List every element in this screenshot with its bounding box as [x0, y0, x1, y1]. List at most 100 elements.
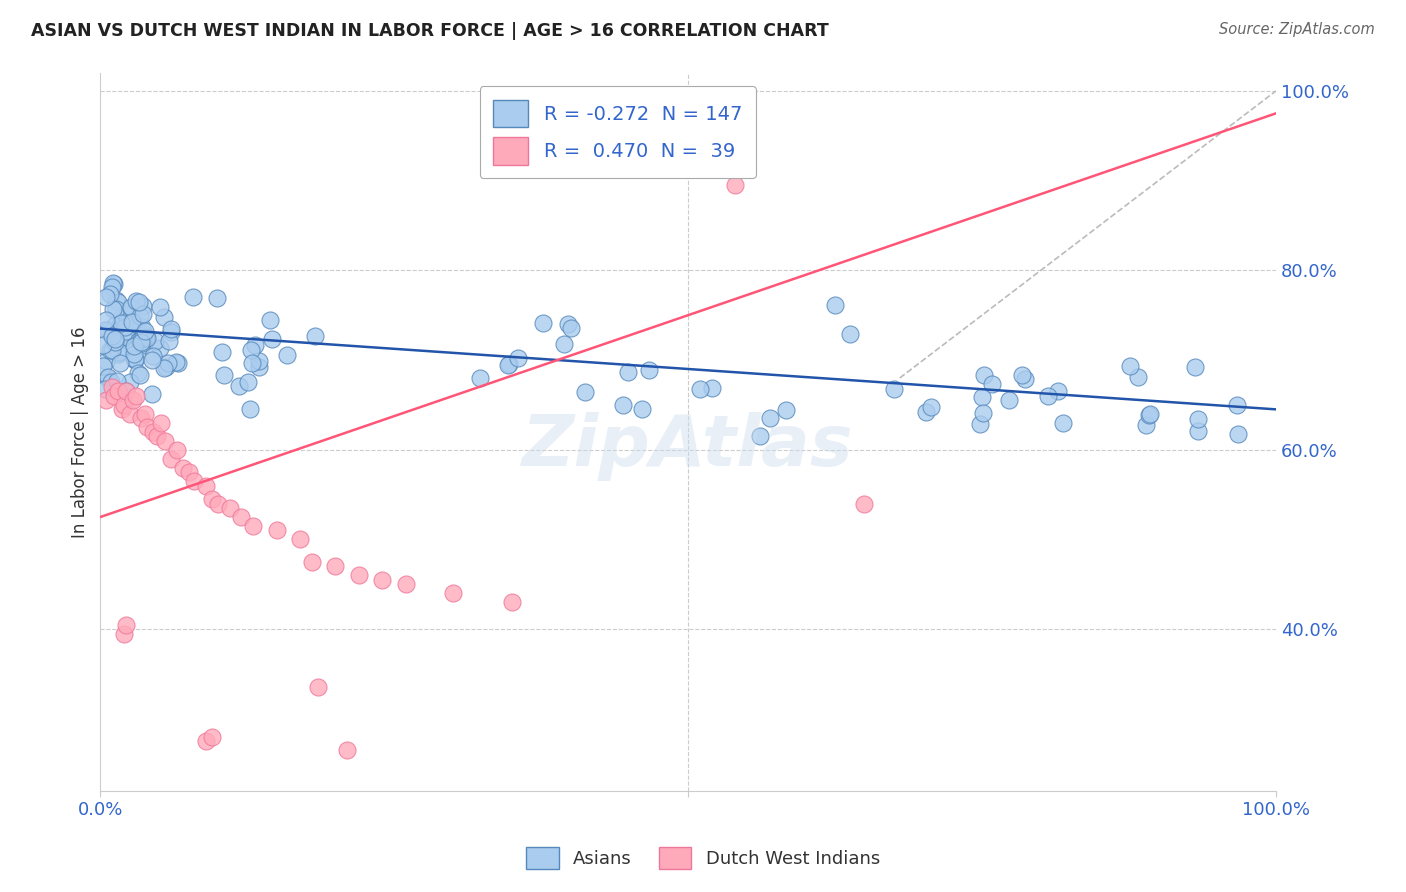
- Point: [612, 398, 634, 412]
- Point: [101, 343, 124, 357]
- Point: [183, 474, 205, 488]
- Point: [259, 313, 281, 327]
- Point: [240, 356, 263, 370]
- Point: [748, 428, 770, 442]
- Point: [134, 407, 156, 421]
- Point: [441, 586, 464, 600]
- Point: [153, 310, 176, 325]
- Point: [121, 315, 143, 329]
- Point: [122, 347, 145, 361]
- Point: [152, 361, 174, 376]
- Point: [574, 384, 596, 399]
- Point: [1226, 427, 1249, 442]
- Point: [242, 519, 264, 533]
- Point: [120, 301, 142, 316]
- Point: [969, 417, 991, 431]
- Point: [104, 301, 127, 316]
- Point: [336, 743, 359, 757]
- Point: [276, 348, 298, 362]
- Point: [136, 330, 159, 344]
- Point: [1118, 359, 1140, 373]
- Point: [148, 342, 170, 356]
- Point: [839, 326, 862, 341]
- Point: [160, 325, 183, 339]
- Point: [96, 393, 118, 408]
- Point: [195, 734, 218, 748]
- Point: [201, 491, 224, 506]
- Point: [112, 333, 135, 347]
- Point: [207, 497, 229, 511]
- Point: [560, 321, 582, 335]
- Point: [557, 317, 579, 331]
- Point: [124, 389, 146, 403]
- Point: [93, 359, 115, 373]
- Point: [172, 460, 194, 475]
- Point: [972, 406, 994, 420]
- Point: [1052, 416, 1074, 430]
- Point: [165, 354, 187, 368]
- Point: [1046, 384, 1069, 398]
- Point: [112, 626, 135, 640]
- Point: [132, 330, 155, 344]
- Point: [143, 334, 166, 348]
- Point: [243, 338, 266, 352]
- Point: [110, 402, 132, 417]
- Point: [120, 301, 142, 315]
- Point: [212, 368, 235, 382]
- Point: [160, 451, 183, 466]
- Point: [141, 387, 163, 401]
- Point: [112, 398, 135, 412]
- Point: [553, 336, 575, 351]
- Point: [142, 425, 165, 439]
- Point: [240, 343, 263, 357]
- Point: [97, 323, 120, 337]
- Point: [824, 298, 846, 312]
- Point: [290, 533, 312, 547]
- Point: [110, 356, 132, 370]
- Point: [107, 345, 129, 359]
- Point: [508, 351, 530, 365]
- Point: [496, 358, 519, 372]
- Point: [107, 295, 129, 310]
- Point: [181, 290, 204, 304]
- Point: [914, 405, 936, 419]
- Point: [114, 308, 136, 322]
- Point: [118, 407, 141, 421]
- Point: [101, 301, 124, 316]
- Point: [129, 368, 152, 382]
- Point: [111, 329, 134, 343]
- Point: [239, 402, 262, 417]
- Point: [177, 465, 200, 479]
- Point: [100, 376, 122, 390]
- Point: [304, 329, 326, 343]
- Point: [110, 316, 132, 330]
- Point: [125, 293, 148, 308]
- Point: [266, 524, 288, 538]
- Point: [103, 277, 125, 292]
- Point: [121, 343, 143, 357]
- Point: [498, 357, 520, 371]
- Point: [101, 329, 124, 343]
- Point: [128, 295, 150, 310]
- Point: [307, 681, 329, 695]
- Point: [638, 363, 661, 377]
- Point: [115, 315, 138, 329]
- Point: [853, 497, 876, 511]
- Point: [157, 334, 180, 348]
- Point: [114, 319, 136, 334]
- Point: [236, 376, 259, 390]
- Point: [115, 324, 138, 338]
- Point: [260, 332, 283, 346]
- Point: [160, 322, 183, 336]
- Point: [1187, 411, 1209, 425]
- Point: [98, 287, 121, 301]
- Point: [156, 356, 179, 370]
- Point: [231, 510, 253, 524]
- Point: [247, 360, 270, 375]
- Y-axis label: In Labor Force | Age > 16: In Labor Force | Age > 16: [72, 326, 89, 538]
- Point: [104, 318, 127, 333]
- Point: [135, 328, 157, 343]
- Point: [129, 332, 152, 346]
- Point: [134, 324, 156, 338]
- Point: [1011, 368, 1033, 382]
